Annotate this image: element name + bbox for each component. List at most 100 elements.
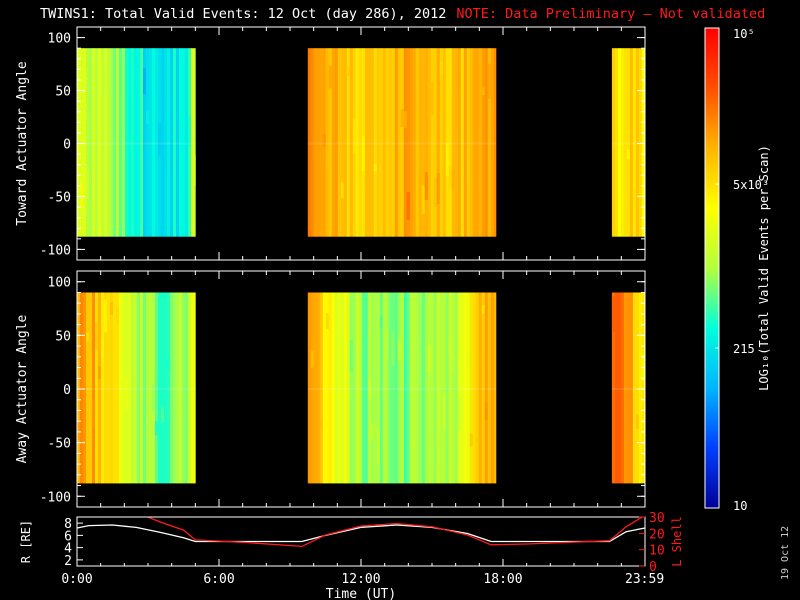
away-cell xyxy=(382,292,387,484)
toward-cell xyxy=(355,48,360,237)
y-tick-label: 50 xyxy=(55,85,71,100)
toward-cell xyxy=(146,111,150,124)
toward-cell xyxy=(376,48,381,237)
toward-cell xyxy=(361,135,366,172)
toward-cell xyxy=(307,48,312,237)
toward-cell xyxy=(632,48,637,237)
away-cell xyxy=(394,395,399,427)
toward-cell xyxy=(454,65,459,90)
toward-cell xyxy=(373,164,378,172)
toward-cell xyxy=(107,48,111,237)
away-cell xyxy=(379,316,384,329)
away-cell xyxy=(349,340,354,372)
toward-cell xyxy=(191,169,195,188)
away-cell xyxy=(484,292,489,484)
away-cell xyxy=(116,292,120,484)
away-cell xyxy=(161,407,165,423)
y-tick-label: -50 xyxy=(48,437,71,452)
toward-cell xyxy=(418,48,423,237)
away-cell xyxy=(349,292,354,484)
away-cell xyxy=(98,366,102,379)
away-cell xyxy=(376,428,381,465)
toward-cell xyxy=(134,48,138,237)
toward-cell xyxy=(122,48,126,237)
toward-cell xyxy=(478,48,483,237)
toward-cell xyxy=(388,48,393,237)
toward-cell xyxy=(484,48,489,237)
plot-title-row: TWINS1: Total Valid Events: 12 Oct (day … xyxy=(40,6,765,22)
left-tick-label: 2 xyxy=(64,554,72,569)
away-cell xyxy=(110,292,114,484)
away-cell xyxy=(611,296,616,332)
toward-cell xyxy=(86,167,90,200)
away-cell xyxy=(161,292,165,484)
away-cell xyxy=(316,292,321,484)
toward-cell xyxy=(412,48,417,237)
toward-cell xyxy=(623,48,628,237)
l-shell-axis-label: L Shell xyxy=(670,516,684,567)
away-cell xyxy=(319,292,324,484)
away-cell xyxy=(116,306,120,324)
toward-cell xyxy=(194,48,196,237)
toward-cell xyxy=(617,48,622,237)
away-cell xyxy=(490,292,495,484)
x-tick-label: 23:59 xyxy=(625,572,664,587)
toward-cell xyxy=(179,48,183,237)
away-cell xyxy=(143,292,147,484)
colorbar-tick-label: 10 xyxy=(733,499,747,513)
away-cell xyxy=(83,292,87,484)
away-cell xyxy=(409,292,414,484)
away-cell xyxy=(173,292,177,484)
away-cell xyxy=(442,395,447,429)
toward-cell xyxy=(146,48,150,237)
away-cell xyxy=(319,420,324,428)
away-cell xyxy=(80,315,84,325)
right-tick-label: 30 xyxy=(649,511,665,526)
toward-cell xyxy=(152,48,156,237)
away-cell xyxy=(617,292,622,484)
toward-heatmap-panel: 100 50 0 -50 -100 Toward Actuator Angle xyxy=(15,26,646,261)
away-cell xyxy=(412,292,417,484)
away-cell xyxy=(343,384,348,396)
away-cell xyxy=(167,358,171,371)
preliminary-note: NOTE: Data Preliminary — Not validated xyxy=(456,6,766,22)
toward-cell xyxy=(454,48,459,237)
toward-cell xyxy=(400,109,405,127)
away-cell xyxy=(403,292,408,484)
y-tick-label: 0 xyxy=(63,383,71,398)
away-cell xyxy=(632,292,637,484)
toward-cell xyxy=(409,48,414,237)
toward-cell xyxy=(164,144,168,171)
right-tick-label: 10 xyxy=(649,544,665,559)
away-cell xyxy=(110,302,114,315)
toward-cell xyxy=(328,48,333,237)
away-cell xyxy=(391,292,396,484)
away-ylabel: Away Actuator Angle xyxy=(15,314,30,463)
away-cell xyxy=(325,292,330,484)
away-cell xyxy=(376,292,381,484)
toward-cell xyxy=(433,177,438,207)
away-cell xyxy=(104,292,108,484)
toward-cell xyxy=(626,48,631,237)
away-cell xyxy=(149,292,153,484)
away-cell xyxy=(191,292,195,484)
toward-cell xyxy=(487,48,492,237)
toward-cell xyxy=(358,48,363,237)
footer-date: 19 Oct 12 xyxy=(780,526,791,580)
y-tick-label: 100 xyxy=(48,32,71,47)
toward-cell xyxy=(349,48,354,237)
toward-cell xyxy=(110,48,114,237)
x-tick-label: 12:00 xyxy=(341,572,380,587)
away-cell xyxy=(313,292,318,484)
away-cell xyxy=(481,305,486,314)
away-cell xyxy=(620,292,625,484)
toward-cell xyxy=(164,48,168,237)
toward-cell xyxy=(194,155,196,186)
away-cell xyxy=(86,332,90,342)
toward-cell xyxy=(626,149,631,159)
toward-cell xyxy=(385,48,390,237)
toward-cell xyxy=(167,48,171,237)
away-cell xyxy=(155,421,159,436)
